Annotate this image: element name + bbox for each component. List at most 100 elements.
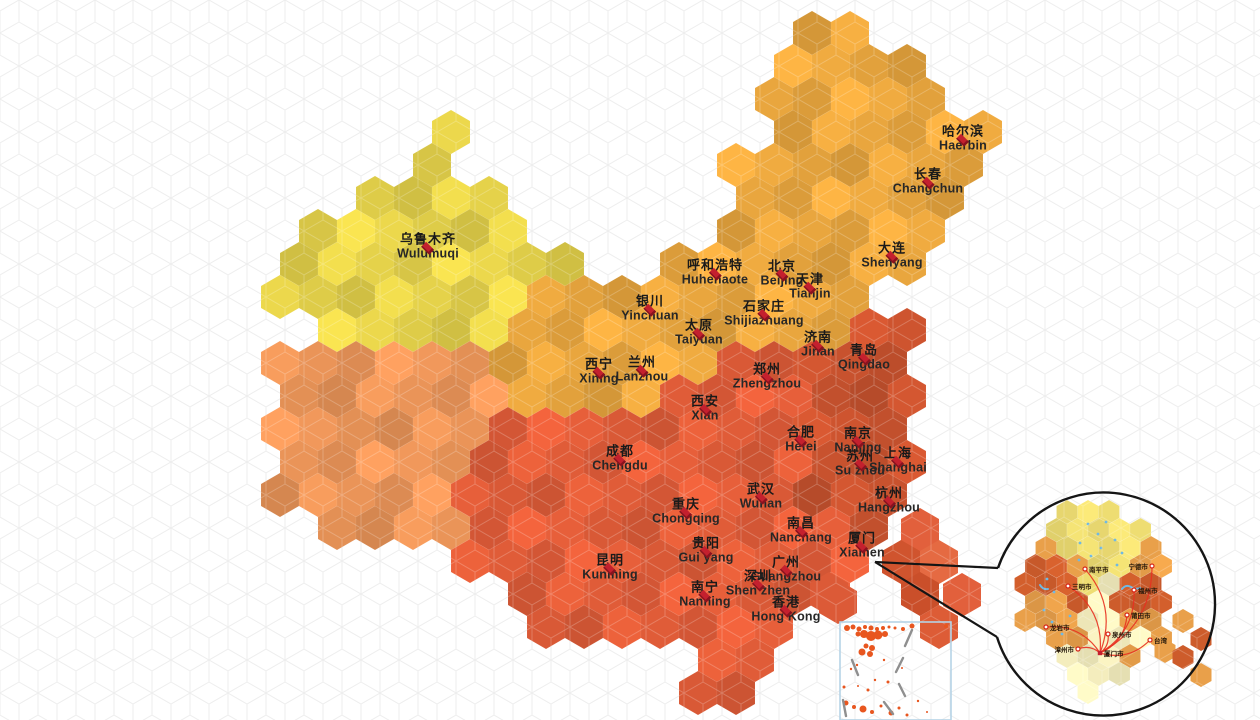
- magnifier-city-label[interactable]: 龙岩市: [1050, 625, 1070, 632]
- city-marker-wulumuqi[interactable]: 乌鲁木齐Wulumuqi: [397, 232, 459, 262]
- city-name-zh: 贵阳: [691, 535, 720, 551]
- island-dot: [926, 711, 928, 713]
- island-dot: [882, 658, 886, 662]
- route-city-dot[interactable]: [1149, 563, 1155, 569]
- city-marker-hefei[interactable]: 合肥Hefei: [785, 424, 817, 455]
- city-marker-nanchang[interactable]: 南昌 Nanchang: [770, 516, 832, 546]
- route-city-dot[interactable]: [1075, 646, 1081, 652]
- city-marker-zhengzhou[interactable]: 郑州Zhengzhou: [733, 362, 801, 392]
- sea-inset-frame: [839, 621, 952, 720]
- city-marker-tianjin[interactable]: 天津Tianjin: [789, 272, 830, 302]
- route-city-dot[interactable]: [1124, 612, 1130, 618]
- island-dot: [875, 627, 879, 631]
- city-marker-nanjing[interactable]: 南京Nanjing: [834, 425, 881, 456]
- city-marker-su-zhou[interactable]: 苏州 Su zhou: [835, 449, 885, 479]
- island-dot: [893, 626, 897, 630]
- island-dot: [870, 710, 874, 714]
- magnifier-city-label[interactable]: 福州市: [1138, 588, 1158, 595]
- magnifier-city-label[interactable]: 漳州市: [1054, 647, 1075, 654]
- island-dot: [887, 625, 891, 629]
- city-name-zh: 长春: [913, 166, 943, 182]
- magnifier-city-label[interactable]: 三明市: [1072, 584, 1092, 591]
- city-marker-hong-kong[interactable]: 香港 Hong Kong: [751, 595, 820, 625]
- city-marker-qingdao[interactable]: 青岛 Qingdao: [837, 343, 891, 373]
- nine-dash-segment: [903, 628, 914, 648]
- nine-dash-segment: [894, 656, 905, 674]
- magnifier-city-label[interactable]: 泉州市: [1112, 632, 1132, 639]
- route-hub-marker[interactable]: [1097, 650, 1103, 656]
- route-city-dot[interactable]: [1043, 624, 1049, 630]
- city-name-zh: 深圳: [743, 568, 772, 584]
- magnifier-city-label[interactable]: 南平市: [1089, 567, 1109, 574]
- island-dot: [857, 685, 859, 687]
- city-marker-lanzhou[interactable]: 兰州Lanzhou: [616, 355, 669, 385]
- city-marker-shenyang[interactable]: 大连Shenyang: [861, 241, 922, 271]
- city-name-zh: 合肥: [786, 424, 816, 440]
- magnifier-city-label[interactable]: 宁德市: [1128, 564, 1149, 571]
- city-name-zh: 厦门: [847, 530, 877, 546]
- city-name-zh: 银川: [635, 293, 664, 309]
- island-dot: [882, 631, 888, 637]
- city-marker-taiyuan[interactable]: 太原Taiyuan: [675, 318, 723, 348]
- city-marker-wuhan[interactable]: 武汉Wuhan: [740, 481, 782, 512]
- route-city-dot[interactable]: [1131, 587, 1137, 593]
- island-dot: [855, 663, 859, 667]
- city-name-zh: 昆明: [595, 552, 624, 568]
- city-marker-beijing[interactable]: 北京Beijing: [760, 258, 803, 289]
- city-marker-shijiazhuang[interactable]: 石家庄Shijiazhuang: [724, 299, 804, 329]
- city-marker-gui-yang[interactable]: 贵阳 Gui yang: [678, 535, 733, 566]
- magnifier-city-label[interactable]: 台湾: [1154, 638, 1167, 645]
- city-marker-xiamen[interactable]: 厦门Xiamen: [839, 530, 885, 561]
- city-marker-guangzhou[interactable]: 广州Guangzhou: [751, 555, 822, 585]
- magnifier-hub-label[interactable]: 厦门市: [1104, 651, 1124, 658]
- city-marker-shen-zhen[interactable]: 深圳 Shen zhen: [725, 568, 791, 599]
- city-marker-chongqing[interactable]: 重庆Chongqing: [652, 497, 720, 527]
- city-name-zh: 西安: [690, 393, 720, 409]
- city-name-en: Qingdao: [837, 357, 891, 372]
- island-dot: [868, 625, 874, 631]
- nine-dash-segment: [882, 700, 895, 716]
- route-city-dot[interactable]: [1082, 566, 1088, 572]
- city-name-en: Shen zhen: [725, 583, 791, 598]
- route-city-dot[interactable]: [1105, 631, 1111, 637]
- route-line: [1084, 568, 1107, 654]
- city-marker-haerbin[interactable]: 哈尔滨Haerbin: [939, 123, 987, 154]
- city-marker-xining[interactable]: 西宁Xining: [579, 357, 618, 387]
- island-dot: [842, 685, 846, 689]
- city-name-en: Xian: [691, 408, 719, 423]
- city-name-zh: 南京: [843, 425, 873, 441]
- route-line: [1099, 589, 1135, 654]
- magnifier-city-label[interactable]: 莆田市: [1131, 613, 1151, 620]
- city-marker-nanning[interactable]: 南宁Nanning: [679, 580, 730, 610]
- route-city-dot[interactable]: [1065, 583, 1071, 589]
- city-marker-chengdu[interactable]: 成都Chengdu: [592, 444, 648, 474]
- city-marker-yinchuan[interactable]: 银川Yinchuan: [621, 293, 678, 324]
- city-marker-huhehaote[interactable]: 呼和浩特Huhehaote: [682, 258, 748, 288]
- route-line: [1067, 585, 1102, 654]
- city-marker-changchun[interactable]: 长春Changchun: [893, 166, 964, 197]
- island-dot: [852, 705, 856, 709]
- island-dot: [863, 625, 867, 629]
- city-name-zh: 武汉: [746, 481, 775, 497]
- island-dot: [897, 706, 901, 710]
- city-marker-kunming[interactable]: 昆明Kunming: [582, 552, 638, 583]
- city-name-zh: 济南: [803, 329, 832, 345]
- city-name-zh: 哈尔滨: [941, 123, 985, 139]
- island-dot: [850, 624, 856, 630]
- route-line: [1045, 626, 1101, 654]
- city-marker-hangzhou[interactable]: 杭州 Hangzhou: [858, 486, 920, 516]
- island-dot: [856, 626, 862, 632]
- city-marker-shanghai[interactable]: 上海Shanghai: [869, 446, 927, 476]
- city-marker-xian[interactable]: 西安 Xian: [690, 393, 720, 424]
- city-marker-jinan[interactable]: 济南Jinan: [801, 329, 835, 360]
- nine-dash-segment: [850, 658, 860, 677]
- route-city-dot[interactable]: [1147, 637, 1153, 643]
- island-dot: [863, 643, 869, 649]
- callout-line-bottom: [874, 561, 998, 638]
- city-name-zh: 北京: [767, 258, 797, 274]
- island-dot: [905, 713, 909, 717]
- route-line: [1099, 614, 1128, 654]
- xiamen-route-lines: [1043, 563, 1155, 656]
- island-dot: [873, 678, 877, 682]
